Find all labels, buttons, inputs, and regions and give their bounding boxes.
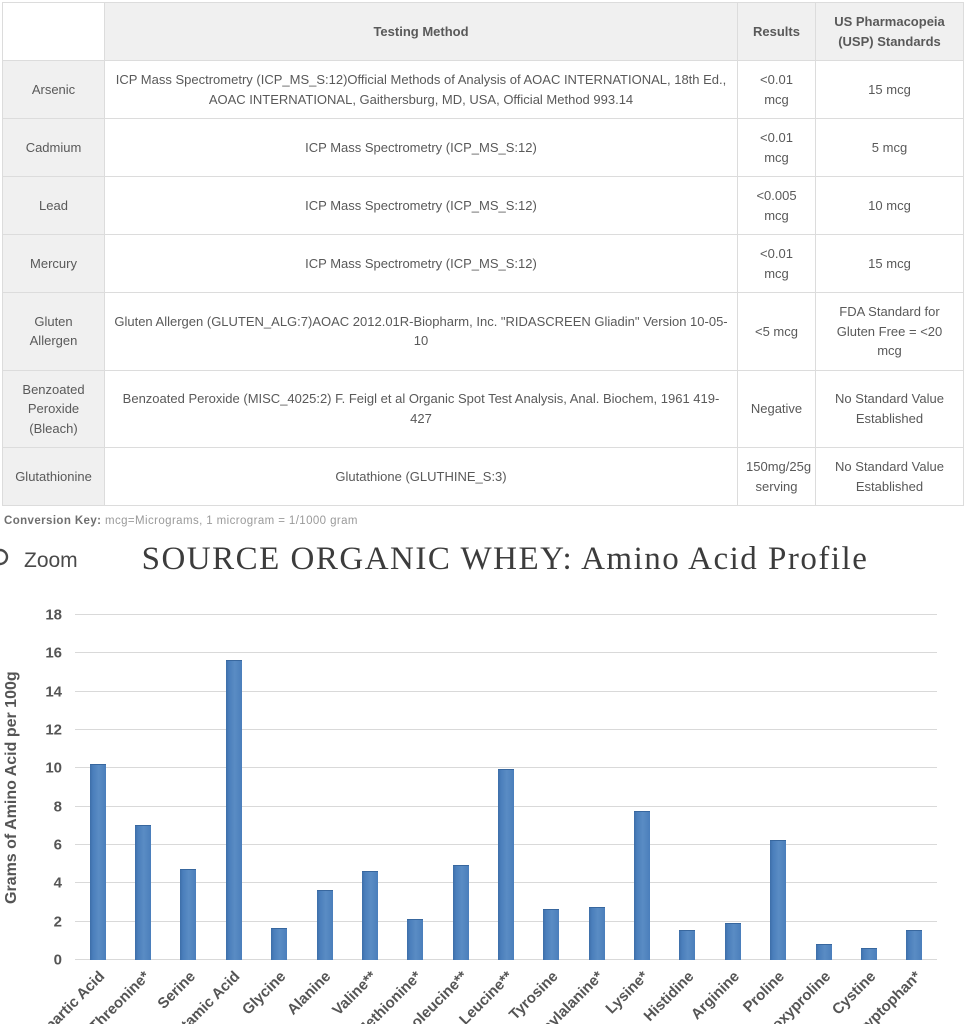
- bar-hydroxyproline: [815, 943, 832, 960]
- y-tick-label: 2: [53, 913, 62, 931]
- table-cell: Glutathione (GLUTHINE_S:3): [104, 447, 738, 506]
- bar-serine: [180, 868, 197, 960]
- y-tick-label: 8: [53, 798, 62, 816]
- x-axis-labels: Aspartic Acid Threonine* Serine Glutamic Ac…: [28, 960, 937, 1024]
- row-label: Mercury: [2, 234, 105, 293]
- table-row: Cadmium ICP Mass Spectrometry (ICP_MS_S:1…: [2, 118, 964, 177]
- y-tick-label: 10: [45, 759, 62, 777]
- bar-glutamic-acid: [225, 660, 242, 960]
- chart-header: Zoom SOURCE ORGANIC WHEY: Amino Acid Pro…: [0, 541, 970, 593]
- column-header: Testing Method: [104, 2, 738, 61]
- table-row: Mercury ICP Mass Spectrometry (ICP_MS_S:1…: [2, 234, 964, 293]
- table-cell: ICP Mass Spectrometry (ICP_MS_S:12): [104, 118, 738, 177]
- bar-isoleucine: [452, 865, 469, 960]
- bar-methionine: [407, 918, 424, 960]
- row-label: Lead: [2, 176, 105, 235]
- table-cell: 10 mcg: [815, 176, 964, 235]
- x-tick-label: Arginine: [687, 968, 743, 1024]
- y-tick-label: 0: [53, 951, 62, 969]
- table-cell: No Standard Value Established: [815, 369, 964, 448]
- table-cell: <5 mcg: [737, 292, 816, 371]
- table-cell: 15 mcg: [815, 60, 964, 119]
- bar-alanine: [316, 890, 333, 960]
- bar-leucine: [498, 769, 514, 960]
- table-cell: FDA Standard for Gluten Free = <20 mcg: [815, 292, 964, 371]
- table-cell: Negative: [737, 369, 816, 448]
- column-header: Results: [737, 2, 816, 61]
- table-cell: <0.01 mcg: [737, 60, 816, 119]
- bar-proline: [770, 840, 787, 960]
- bar-chart-plot-area: Grams of Amino Acid per 100g 0 2 4 6 8 10 12 14…: [3, 607, 937, 969]
- bar-histidine: [679, 930, 696, 960]
- bar-tryptophan: [906, 930, 923, 960]
- table-row: Benzoated Peroxide (Bleach) Benzoated Per…: [2, 369, 964, 448]
- table-cell: <0.005 mcg: [737, 176, 816, 235]
- bar-threonine: [135, 824, 152, 960]
- table-cell: ICP Mass Spectrometry (ICP_MS_S:12): [104, 176, 738, 235]
- column-header: [2, 2, 105, 61]
- table-cell: 15 mcg: [815, 234, 964, 293]
- testing-methods-table: Testing Method Results US Pharmacopeia (US…: [2, 2, 964, 506]
- row-label: Cadmium: [2, 118, 105, 177]
- table-row: Arsenic ICP Mass Spectrometry (ICP_MS_S:1…: [2, 60, 964, 119]
- bar-cystine: [860, 947, 877, 960]
- gridline: [75, 690, 937, 692]
- gridline: [75, 614, 937, 615]
- row-label: Benzoated Peroxide (Bleach): [2, 369, 105, 448]
- row-label: Gluten Allergen: [2, 292, 105, 371]
- bar-aspartic-acid: [89, 763, 106, 960]
- gridline: [75, 729, 937, 730]
- y-axis-label: Grams of Amino Acid per 100g: [3, 671, 20, 904]
- table-cell: 5 mcg: [815, 118, 964, 177]
- column-header: US Pharmacopeia (USP) Standards: [815, 2, 964, 61]
- table-row: Lead ICP Mass Spectrometry (ICP_MS_S:12) <…: [2, 176, 964, 235]
- gridline: [75, 652, 937, 654]
- conversion-key: Conversion Key: mcg=Micrograms, 1 microg…: [4, 515, 970, 527]
- row-label: Arsenic: [2, 60, 105, 119]
- table-row: Glutathionine Glutathione (GLUTHINE_S:3) 1…: [2, 447, 964, 506]
- table-cell: Benzoated Peroxide (MISC_4025:2) F. Feig…: [104, 369, 738, 448]
- bar-phenylalanine: [588, 907, 605, 960]
- chart-title: SOURCE ORGANIC WHEY: Amino Acid Profile: [141, 541, 869, 577]
- table-header-row: Testing Method Results US Pharmacopeia (US…: [2, 2, 964, 61]
- magnifier-icon: [0, 547, 18, 575]
- table-cell: 150mg/25g serving: [737, 447, 816, 506]
- table-cell: ICP Mass Spectrometry (ICP_MS_S:12): [104, 234, 738, 293]
- table-cell: No Standard Value Established: [815, 447, 964, 506]
- y-tick-label: 18: [45, 606, 62, 624]
- gridline: [75, 767, 937, 769]
- table-row: Gluten Allergen Gluten Allergen (GLUTEN_A…: [2, 292, 964, 371]
- zoom-label: Zoom: [24, 549, 78, 572]
- conversion-key-text: mcg=Micrograms, 1 microgram = 1/1000 gra…: [105, 515, 358, 527]
- y-tick-label: 12: [45, 721, 62, 739]
- y-tick-label: 16: [45, 644, 62, 662]
- x-tick-label: Glycine: [238, 968, 290, 1019]
- table-cell: <0.01 mcg: [737, 118, 816, 177]
- x-tick-label: Alanine: [284, 968, 335, 1019]
- row-label: Glutathionine: [2, 447, 105, 506]
- table-cell: ICP Mass Spectrometry (ICP_MS_S:12)Offic…: [104, 60, 738, 119]
- table-cell: <0.01 mcg: [737, 234, 816, 293]
- bar-valine: [361, 870, 378, 960]
- table-cell: Gluten Allergen (GLUTEN_ALG:7)AOAC 2012.…: [104, 292, 738, 371]
- conversion-key-label: Conversion Key:: [4, 515, 102, 527]
- y-tick-label: 4: [53, 874, 62, 892]
- y-tick-label: 14: [45, 683, 62, 701]
- bar-lysine: [634, 811, 651, 960]
- bar-tyrosine: [543, 909, 560, 960]
- bar-glycine: [271, 928, 288, 960]
- zoom-button[interactable]: Zoom: [0, 547, 78, 575]
- y-tick-label: 6: [53, 836, 62, 854]
- bar-arginine: [724, 922, 741, 960]
